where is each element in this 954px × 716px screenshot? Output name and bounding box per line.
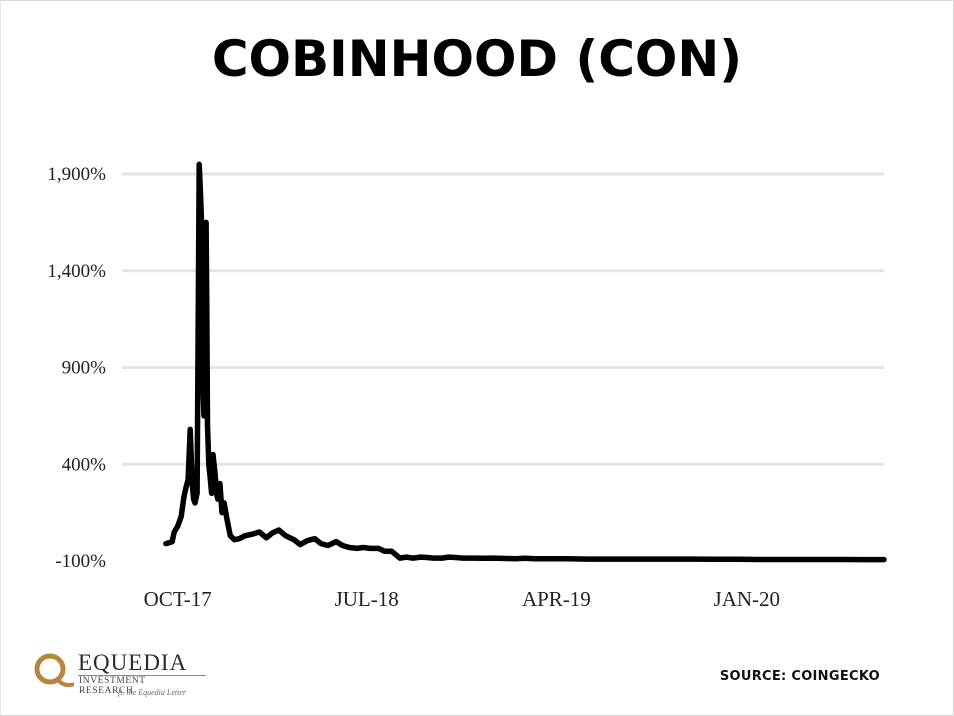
y-tick-label: 400% <box>62 454 107 475</box>
x-axis-ticks: OCT-17 JUL-18 APR-19 JAN-20 <box>144 587 780 611</box>
source-note: SOURCE: COINGECKO <box>719 669 880 684</box>
logo-name: EQUEDIA <box>78 650 188 675</box>
gridlines <box>122 172 884 466</box>
series-line <box>163 161 887 563</box>
y-tick-label: -100% <box>55 551 106 572</box>
logo-divider <box>78 675 206 676</box>
chart-title: COBINHOOD (CON) <box>211 30 743 88</box>
x-tick-label: APR-19 <box>522 587 591 611</box>
y-tick-label: 1,900% <box>47 164 106 185</box>
x-tick-label: JAN-20 <box>714 587 781 611</box>
x-tick-label: OCT-17 <box>144 587 212 611</box>
logo-subtitle: INVESTMENT RESEARCH <box>79 676 146 696</box>
y-tick-label: 1,400% <box>47 261 106 282</box>
y-tick-label: 900% <box>62 358 107 379</box>
equedia-logo: EQUEDIA INVESTMENT RESEARCH ft. the Eque… <box>30 648 206 700</box>
y-axis-ticks: -100% 400% 900% 1,400% 1,900% <box>47 164 106 572</box>
logo-tagline: ft. the Equedia Letter <box>118 688 186 697</box>
x-tick-label: JUL-18 <box>335 587 399 611</box>
equedia-logo-mark-icon <box>34 653 74 688</box>
